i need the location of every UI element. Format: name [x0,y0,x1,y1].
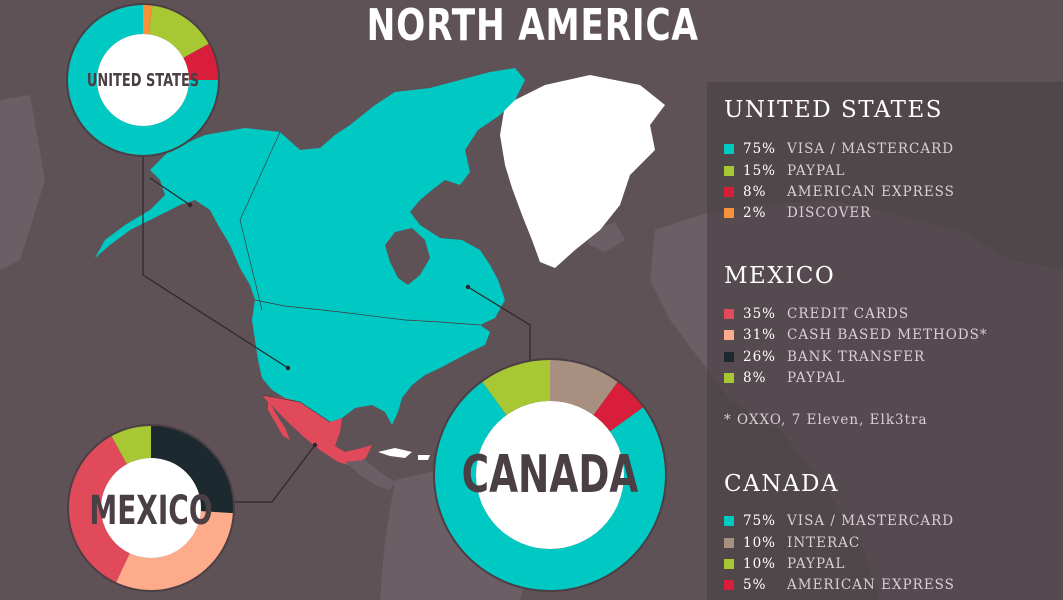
canada-point [465,284,471,290]
legend-swatch [724,144,734,154]
legend-label: VISA / MASTERCARD [787,141,955,157]
mexico [262,395,372,466]
donut-slice [148,5,209,58]
legend-pct: 5% [743,577,767,593]
donut-slice [151,426,233,514]
legend-us-row: 75% VISA / MASTERCARD [724,141,954,157]
legend-pct: 8% [743,370,767,386]
legend-pct: 35% [743,306,777,322]
legend-label: INTERAC [787,535,861,551]
united-states [252,300,490,425]
legend-swatch [724,352,734,362]
legend-pct: 15% [743,163,777,179]
us-connector-alaska [149,177,191,206]
donut-slice [593,381,644,432]
legend-pct: 31% [743,327,777,343]
canada-donut-label: CANADA [462,444,639,505]
legend-canada-row: 75% VISA / MASTERCARD [724,513,954,529]
legend-pct: 2% [743,205,767,221]
borders [239,131,481,423]
legend-label: DISCOVER [787,205,872,221]
donut-slice [69,436,130,583]
legend-swatch [724,516,734,526]
caribbean-islands [378,448,430,460]
donut-slice [482,360,550,416]
legend-canada-title: CANADA [724,471,839,497]
legend-us-row: 15% PAYPAL [724,163,846,179]
baja-california [268,400,290,440]
legend-swatch [724,309,734,319]
legend-label: BANK TRANSFER [787,349,926,365]
legend-pct: 75% [743,513,777,529]
legend-label: AMERICAN EXPRESS [787,184,955,200]
donut-slice [116,511,233,590]
legend-label: CREDIT CARDS [787,306,910,322]
central-america [345,460,395,490]
legend-us-row: 2% DISCOVER [724,205,871,221]
legend-mexico-row: 31% CASH BASED METHODS* [724,327,988,343]
legend-pct: 8% [743,184,767,200]
legend-swatch [724,166,734,176]
donut-center [476,401,624,549]
donut-center [101,458,201,558]
alaska-point [187,202,193,208]
hudson-bay [385,228,430,285]
donut-slice [111,426,151,465]
legend-label: PAYPAL [787,556,846,572]
donut-center [97,34,189,126]
legend-canada-row: 10% INTERAC [724,535,860,551]
arctic-islands [340,88,490,160]
legend-us-title: UNITED STATES [724,97,944,123]
legend-swatch [724,580,734,590]
donut-slice [434,381,665,590]
connector-lines [142,150,531,503]
legend-mexico-row: 8% PAYPAL [724,370,846,386]
mexico-donut-chart [67,424,235,592]
background-left-landmass [0,95,45,270]
legend-us-row: 8% AMERICAN EXPRESS [724,184,955,200]
donut-slice [550,360,618,416]
legend-label: VISA / MASTERCARD [787,513,955,529]
legend-swatch [724,187,734,197]
legend-pct: 10% [743,556,777,572]
donut-slice [143,5,153,35]
mexico-connector [232,444,316,503]
legend-mexico-footnote: * OXXO, 7 Eleven, Elk3tra [724,412,928,428]
donut-slice [68,5,218,155]
legend-mexico-title: MEXICO [724,263,836,289]
legend-pct: 26% [743,349,777,365]
legend-label: CASH BASED METHODS* [787,327,988,343]
us-donut-chart [66,3,220,157]
canada-donut-chart [433,358,667,592]
mexico-donut-label: MEXICO [89,488,212,534]
legend-swatch [724,373,734,383]
legend-pct: 10% [743,535,777,551]
legend-panel [707,82,1063,600]
us-point [285,365,291,371]
us-connector [142,150,289,369]
legend-swatch [724,208,734,218]
legend-canada-row: 5% AMERICAN EXPRESS [724,577,955,593]
legend-mexico-row: 35% CREDIT CARDS [724,306,909,322]
donut-slice [183,43,218,80]
connector-dots [187,202,471,448]
legend-pct: 75% [743,141,777,157]
legend-swatch [724,559,734,569]
legend-swatch [724,330,734,340]
legend-label: AMERICAN EXPRESS [787,577,955,593]
legend-label: PAYPAL [787,163,846,179]
legend-swatch [724,538,734,548]
legend-canada-row: 10% PAYPAL [724,556,846,572]
page-title: NORTH AMERICA [366,0,699,51]
greenland [500,75,665,268]
legend-mexico-row: 26% BANK TRANSFER [724,349,925,365]
us-donut-label: UNITED STATES [87,69,199,91]
mexico-point [312,442,318,448]
legend-label: PAYPAL [787,370,846,386]
